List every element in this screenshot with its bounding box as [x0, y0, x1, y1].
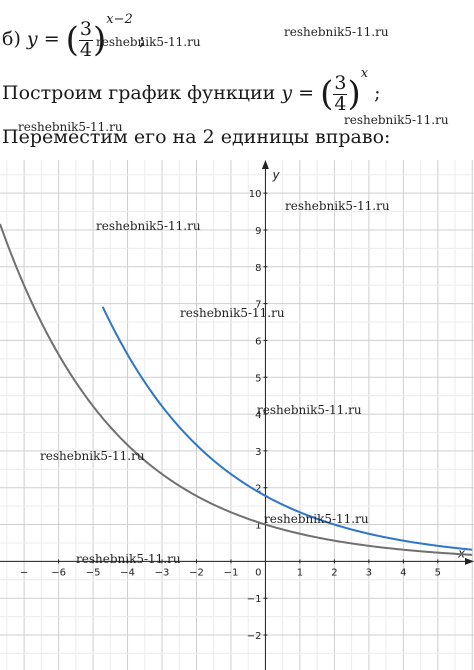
left-paren: ( [65, 20, 79, 60]
y-axis-label: y [271, 168, 280, 182]
equals-sign: = [43, 28, 60, 50]
watermark: reshebnik5-11.ru [96, 35, 201, 49]
watermark: reshebnik5-11.ru [264, 512, 369, 526]
watermark: reshebnik5-11.ru [344, 113, 449, 127]
x-tick-label: −4 [120, 567, 135, 578]
chart-watermarks: reshebnik5-11.ru reshebnik5-11.ru reshebni… [40, 199, 390, 566]
equals-sign: = [298, 82, 315, 104]
x-tick-label: 5 [435, 567, 441, 578]
x-tick-label: −6 [51, 567, 66, 578]
axes [0, 160, 474, 670]
grid [0, 160, 474, 670]
x-tick-label: −3 [155, 567, 170, 578]
task-line-b: б) y = (3 4)x−2 ; [2, 12, 145, 60]
y-tick-label: 2 [255, 484, 261, 495]
y-tick-label: 1 [255, 521, 261, 532]
y-tick-label: 4 [255, 410, 261, 421]
build-graph-text: Построим график функции [2, 82, 276, 104]
left-paren: ( [320, 74, 334, 114]
fraction-numerator: 3 [78, 17, 94, 41]
y-tick-label: 5 [255, 373, 261, 384]
function-var: y [26, 28, 38, 50]
watermark: reshebnik5-11.ru [18, 120, 123, 134]
y-tick-label: 3 [255, 447, 261, 458]
semicolon: ; [138, 28, 146, 50]
x-tick-label: 2 [331, 567, 337, 578]
semicolon: ; [374, 82, 381, 104]
x-tick-label: − [20, 567, 28, 578]
y-tick-label: −2 [247, 631, 262, 642]
right-paren: ) [93, 20, 107, 60]
shift-line: Переместим его на 2 единицы вправо: [2, 126, 391, 148]
y-axis-arrow [261, 160, 269, 169]
task-prefix: б) [2, 28, 21, 50]
x-tick-label: −5 [86, 567, 101, 578]
y-tick-label: 10 [249, 189, 262, 200]
y-tick-label: 7 [255, 300, 261, 311]
function-var: y [281, 82, 293, 104]
x-axis-arrow [465, 557, 474, 565]
y-tick-label: 9 [255, 226, 261, 237]
right-paren: ) [347, 74, 361, 114]
y-tick-label: −1 [247, 594, 262, 605]
x-tick-label: 3 [366, 567, 372, 578]
y-tick-label: 6 [255, 336, 261, 347]
watermark: reshebnik5-11.ru [285, 199, 390, 213]
x-tick-label: −1 [224, 567, 239, 578]
watermark: reshebnik5-11.ru [180, 306, 285, 320]
watermark: reshebnik5-11.ru [96, 219, 201, 233]
x-tick-label: 1 [297, 567, 303, 578]
fraction-numerator: 3 [333, 71, 348, 95]
origin-label: 0 [255, 567, 261, 578]
fraction-denominator: 4 [79, 38, 93, 61]
exponent: x [360, 66, 369, 81]
watermark: reshebnik5-11.ru [40, 449, 145, 463]
watermark: reshebnik5-11.ru [284, 25, 389, 39]
curve-shifted [101, 306, 473, 551]
exponent: x−2 [106, 12, 133, 27]
fraction-denominator: 4 [334, 92, 347, 115]
curve-base [0, 223, 473, 556]
build-graph-line: Построим график функции y = (3 4)x ; [2, 66, 381, 114]
x-tick-label: −2 [189, 567, 204, 578]
watermark: reshebnik5-11.ru [76, 552, 181, 566]
x-tick-label: 4 [400, 567, 406, 578]
y-tick-label: 8 [255, 263, 261, 274]
curves [0, 223, 473, 556]
watermark: reshebnik5-11.ru [257, 403, 362, 417]
